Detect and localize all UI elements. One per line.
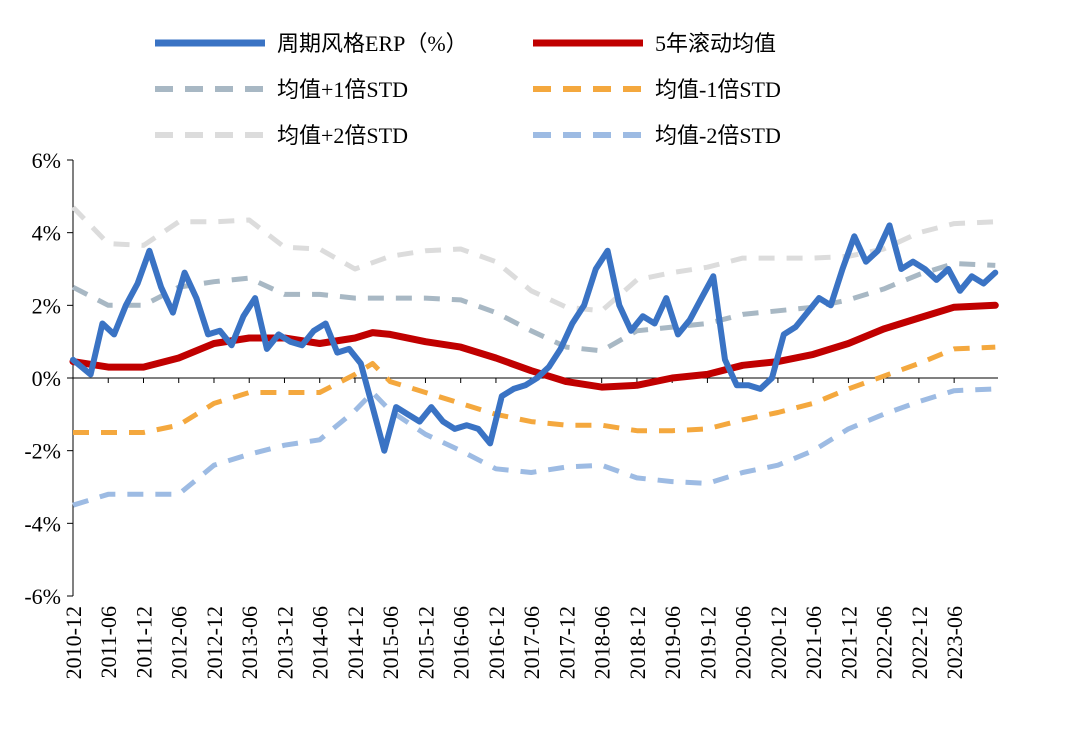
x-tick-label: 2011-12 [131, 606, 156, 679]
axes: -6% -4% -2% 0% 2% 4% 6% 2010-12 2011-06 2011-12 20… [24, 148, 998, 679]
y-tick-label: 0% [32, 366, 61, 391]
legend-label-5: 均值-2倍STD [655, 123, 781, 148]
series-line-5 [72, 386, 996, 508]
x-tick-label: 2014-06 [308, 606, 333, 679]
x-tick-label: 2015-06 [378, 606, 403, 679]
y-tick-label: 6% [32, 148, 61, 173]
y-tick-label: 4% [32, 221, 61, 246]
x-tick-label: 2022-12 [907, 606, 932, 679]
x-tick-label: 2020-12 [766, 606, 791, 679]
x-tick-label: 2021-12 [836, 606, 861, 679]
x-tick-label: 2016-12 [484, 606, 509, 679]
x-tick-label: 2016-06 [449, 606, 474, 679]
x-tick-label: 2011-06 [96, 606, 121, 679]
series-line-2 [71, 261, 996, 354]
y-tick-label: 2% [32, 293, 61, 318]
x-tick-label: 2013-12 [272, 606, 297, 679]
y-tick-label: -6% [24, 584, 61, 609]
x-tick-label: 2017-06 [519, 606, 544, 679]
x-tick-label: 2012-12 [202, 606, 227, 679]
legend-label-0: 周期风格ERP（%） [277, 31, 468, 56]
x-tick-label: 2023-06 [942, 606, 967, 679]
x-tick-label: 2021-06 [801, 606, 826, 679]
x-tick-label: 2012-06 [167, 606, 192, 679]
x-tick-label: 2018-06 [590, 606, 615, 679]
x-tick-label: 2017-12 [554, 606, 579, 679]
legend-label-3: 均值-1倍STD [655, 77, 781, 102]
x-tick-label: 2020-06 [731, 606, 756, 679]
x-tick-label: 2019-12 [695, 606, 720, 679]
series-line-0 [70, 222, 999, 454]
legend-label-2: 均值+1倍STD [277, 77, 408, 102]
x-tick-label: 2010-12 [61, 606, 86, 679]
series-line-1 [69, 301, 999, 391]
x-tick-label: 2018-12 [625, 606, 650, 679]
x-tick-label: 2019-06 [660, 606, 685, 679]
plot-area [69, 205, 999, 508]
x-tick-label: 2013-06 [237, 606, 262, 679]
series-line-3 [73, 344, 996, 435]
y-tick-label: -4% [24, 511, 61, 536]
y-tick-label: -2% [24, 439, 61, 464]
x-tick-label: 2015-12 [413, 606, 438, 679]
legend-label-4: 均值+2倍STD [277, 123, 408, 148]
x-tick-label: 2014-12 [343, 606, 368, 679]
legend-label-1: 5年滚动均值 [655, 31, 776, 56]
x-tick-label: 2022-06 [872, 606, 897, 679]
series-line-4 [71, 205, 996, 314]
